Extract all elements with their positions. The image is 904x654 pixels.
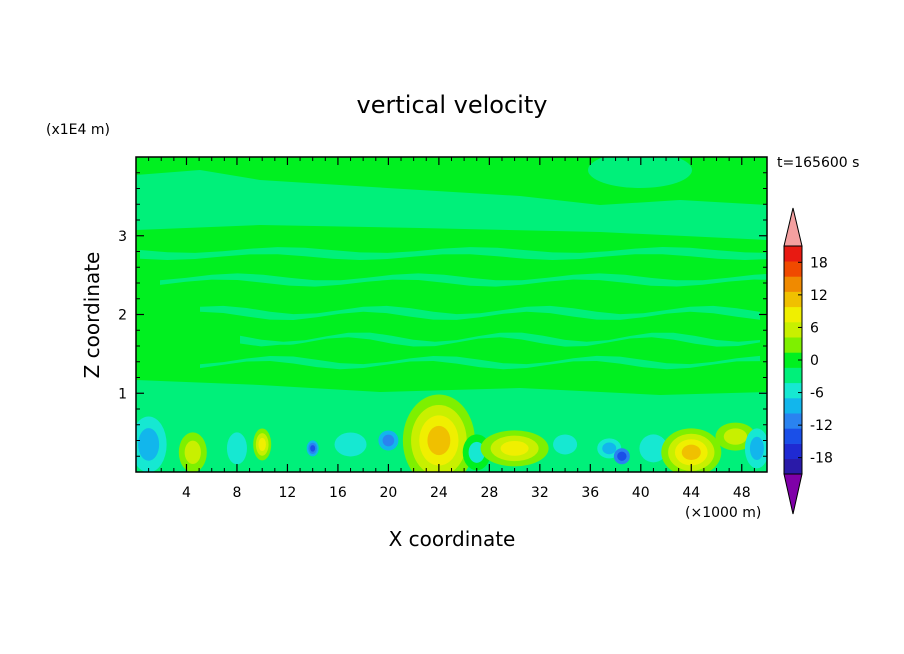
contour-cell	[617, 451, 627, 461]
contour-band	[240, 332, 760, 347]
contour-band	[160, 273, 767, 287]
x-tick-label: 40	[632, 485, 650, 501]
x-tick-label: 4	[182, 485, 191, 501]
y-ticks: 1 2 3	[118, 172, 767, 457]
contour-band	[136, 170, 767, 240]
colorbar-tick-label: 18	[810, 255, 828, 271]
colorbar-band	[784, 352, 802, 368]
colorbar-band	[784, 367, 802, 384]
colorbar-bottom-arrow	[783, 473, 803, 515]
contour-cell	[184, 440, 201, 464]
x-tick-label: 36	[581, 485, 599, 501]
colorbar-band	[784, 291, 802, 308]
colorbar-band	[784, 458, 802, 475]
x-tick-label: 28	[480, 485, 498, 501]
y-unit-label: (x1E4 m)	[46, 122, 110, 138]
colorbar-band	[784, 276, 802, 292]
colorbar-band	[784, 398, 802, 414]
contour-band	[140, 260, 767, 272]
contour-cell	[681, 444, 701, 460]
colorbar-tick-label: 12	[810, 288, 828, 304]
x-tick-label: 32	[531, 485, 549, 501]
colorbar-tick-label: 6	[810, 320, 819, 336]
colorbar-tick-label: -12	[810, 418, 833, 434]
colorbar-band	[784, 443, 802, 460]
contour-band	[180, 344, 767, 358]
contour-cell	[226, 432, 247, 465]
contour-band	[150, 289, 767, 304]
x-ticks: 4 8 12 16 20 24 28 32 36 40 44 48	[148, 157, 755, 501]
chart-title: vertical velocity	[357, 91, 548, 119]
colorbar-band	[784, 322, 802, 338]
contour-cell	[500, 440, 529, 456]
colorbar-band	[784, 428, 802, 444]
colorbar-tick-label: -18	[810, 451, 833, 467]
colorbar-tick-label: -6	[810, 386, 824, 402]
x-tick-label: 20	[379, 485, 397, 501]
y-tick-label: 2	[118, 308, 127, 324]
y-tick-label: 1	[118, 386, 127, 402]
x-tick-label: 24	[430, 485, 448, 501]
colorbar-band	[784, 246, 802, 262]
x-tick-label: 8	[232, 485, 241, 501]
contour-cell	[138, 428, 160, 461]
x-tick-label: 16	[329, 485, 347, 501]
contour-band	[200, 305, 760, 320]
x-tick-label: 44	[682, 485, 700, 501]
contour-cell	[749, 436, 764, 461]
contour-cell	[427, 425, 451, 456]
contour-cell	[553, 434, 578, 455]
colorbar-band	[784, 337, 802, 353]
colorbar-tick-label: 0	[810, 353, 819, 369]
contour-cell	[723, 428, 748, 445]
contour-cell	[382, 434, 395, 447]
colorbar-top-arrow	[783, 207, 803, 247]
time-label: t=165600 s	[777, 155, 859, 171]
contour-field	[136, 157, 767, 472]
contour-cell	[258, 437, 266, 452]
x-tick-label: 48	[733, 485, 751, 501]
contour-cell	[639, 434, 668, 463]
contour-cell	[602, 442, 617, 455]
contour-band	[140, 247, 767, 260]
colorbar-band	[784, 382, 802, 399]
x-unit-label: (×1000 m)	[685, 505, 761, 521]
y-axis-label: Z coordinate	[80, 252, 104, 379]
contour-cell	[310, 445, 316, 452]
y-tick-label: 3	[118, 229, 127, 245]
contour-band	[200, 355, 760, 370]
contour-band	[150, 320, 767, 333]
contour-cell	[334, 432, 367, 457]
colorbar-band	[784, 413, 802, 429]
colorbar-band	[784, 261, 802, 277]
x-tick-label: 12	[279, 485, 297, 501]
colorbar-band	[784, 306, 802, 323]
contour-band	[588, 157, 692, 188]
x-axis-label: X coordinate	[389, 527, 516, 551]
colorbar: 18 12 6 0 -6 -12 -18	[783, 207, 833, 515]
